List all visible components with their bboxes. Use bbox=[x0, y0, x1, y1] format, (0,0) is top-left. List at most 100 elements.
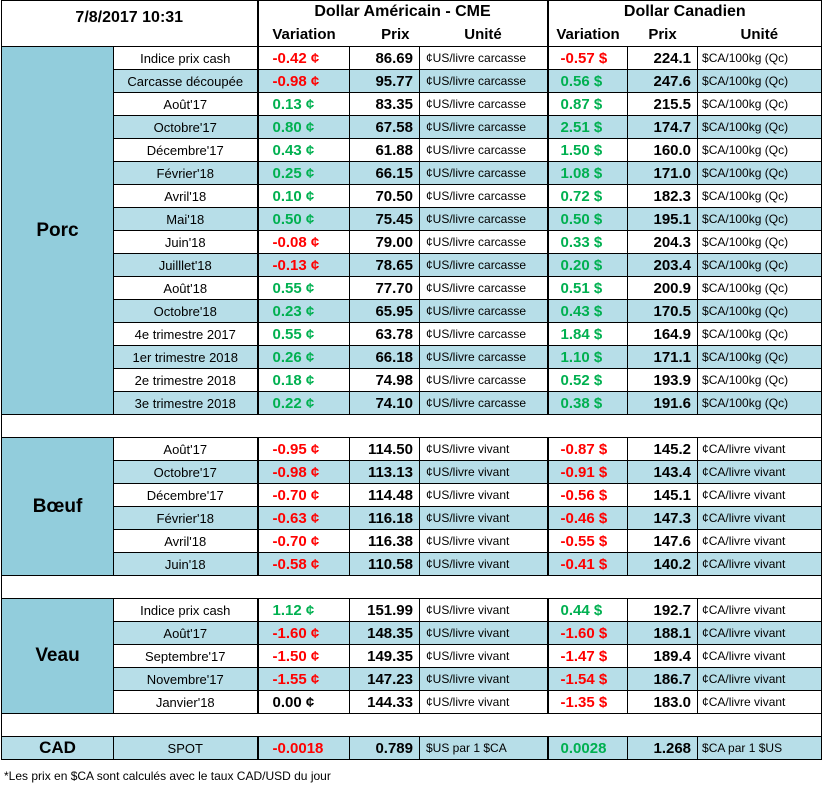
usd-price: 86.69 bbox=[349, 46, 420, 70]
cad-unit: $CA/100kg (Qc) bbox=[697, 69, 822, 93]
usd-variation: 0.25 ¢ bbox=[256, 161, 350, 185]
cad-price: 1.268 bbox=[627, 736, 699, 760]
cad-variation: 0.33 $ bbox=[546, 230, 629, 254]
cad-variation: 0.44 $ bbox=[546, 598, 629, 622]
cad-variation: 0.50 $ bbox=[546, 207, 629, 231]
cad-unit: ¢CA/livre vivant bbox=[697, 644, 822, 668]
cad-unit: ¢CA/livre vivant bbox=[697, 529, 822, 553]
usd-unit: ¢US/livre carcasse bbox=[418, 299, 549, 323]
cad-price: 195.1 bbox=[627, 207, 699, 231]
cad-price: 215.5 bbox=[627, 92, 699, 116]
usd-unit: ¢US/livre carcasse bbox=[418, 230, 549, 254]
cad-unit: ¢CA/livre vivant bbox=[697, 506, 822, 530]
usd-price: 116.38 bbox=[349, 529, 420, 553]
contract-name: Juilllet'18 bbox=[113, 253, 258, 277]
usd-unit: ¢US/livre vivant bbox=[418, 552, 549, 576]
usd-variation: 0.10 ¢ bbox=[256, 184, 350, 208]
contract-name: Août'17 bbox=[113, 92, 258, 116]
usd-price: 66.18 bbox=[349, 345, 420, 369]
cad-price: 171.1 bbox=[627, 345, 699, 369]
usd-variation: -0.98 ¢ bbox=[256, 69, 350, 93]
usd-unit: ¢US/livre carcasse bbox=[418, 115, 549, 139]
cad-unit: ¢CA/livre vivant bbox=[697, 621, 822, 645]
cad-price: 192.7 bbox=[627, 598, 699, 622]
spacer-row bbox=[0, 575, 822, 599]
cad-price: 147.6 bbox=[627, 529, 699, 553]
usd-unit: ¢US/livre carcasse bbox=[418, 207, 549, 231]
cad-unit: ¢CA/livre vivant bbox=[697, 690, 822, 714]
usd-price: 113.13 bbox=[349, 460, 420, 484]
contract-name: Indice prix cash bbox=[113, 598, 258, 622]
usd-unit: ¢US/livre carcasse bbox=[418, 92, 549, 116]
cad-price: 182.3 bbox=[627, 184, 699, 208]
table-row: Octobre'18 0.23 ¢ 65.95 ¢US/livre carcasse 0… bbox=[2, 299, 822, 323]
contract-name: Janvier'18 bbox=[113, 690, 258, 714]
usd-variation: 0.55 ¢ bbox=[256, 276, 350, 300]
contract-name: Décembre'17 bbox=[113, 138, 258, 162]
contract-name: Juin'18 bbox=[113, 230, 258, 254]
usd-variation: 0.23 ¢ bbox=[256, 299, 350, 323]
usd-unit: ¢US/livre carcasse bbox=[418, 345, 549, 369]
usd-unit: ¢US/livre vivant bbox=[418, 644, 549, 668]
cad-unit: $CA/100kg (Qc) bbox=[697, 276, 822, 300]
cad-variation: 0.38 $ bbox=[546, 391, 629, 415]
cad-variation: 0.20 $ bbox=[546, 253, 629, 277]
usd-variation: -0.63 ¢ bbox=[256, 506, 350, 530]
spacer-cell bbox=[0, 414, 822, 438]
usd-unit: ¢US/livre vivant bbox=[418, 621, 549, 645]
usd-variation: -0.58 ¢ bbox=[256, 552, 350, 576]
contract-name: Carcasse découpée bbox=[113, 69, 258, 93]
table-row: Octobre'17 0.80 ¢ 67.58 ¢US/livre carcasse 2… bbox=[2, 115, 822, 139]
usd-variation: -0.70 ¢ bbox=[256, 529, 350, 553]
usd-price: 147.23 bbox=[349, 667, 420, 691]
cad-variation: -0.57 $ bbox=[546, 46, 629, 70]
contract-name: Octobre'18 bbox=[113, 299, 258, 323]
usd-unit: ¢US/livre carcasse bbox=[418, 46, 549, 70]
usd-title: Dollar Américain - CME bbox=[256, 0, 549, 24]
table-row: Décembre'17 0.43 ¢ 61.88 ¢US/livre carcasse… bbox=[2, 138, 822, 162]
cad-spot-row: CAD SPOT -0.0018 0.789 $US par 1 $CA 0.0028 1.… bbox=[1, 736, 822, 760]
header-row-1: 7/8/2017 10:31 Dollar Américain - CME Do… bbox=[1, 0, 822, 47]
usd-price: 66.15 bbox=[349, 161, 420, 185]
cad-variation: -0.41 $ bbox=[546, 552, 629, 576]
usd-price: 74.10 bbox=[349, 391, 420, 415]
table-row: Décembre'17 -0.70 ¢ 114.48 ¢US/livre vivant… bbox=[2, 483, 822, 507]
usd-price: 144.33 bbox=[349, 690, 420, 714]
table-row: Carcasse découpée -0.98 ¢ 95.77 ¢US/livre c… bbox=[2, 69, 822, 93]
spacer-cell bbox=[0, 713, 822, 737]
contract-name: Septembre'17 bbox=[113, 644, 258, 668]
cad-unit: ¢CA/livre vivant bbox=[697, 483, 822, 507]
usd-variation: -0.08 ¢ bbox=[256, 230, 350, 254]
table-row: Novembre'17 -1.55 ¢ 147.23 ¢US/livre vivant… bbox=[2, 667, 822, 691]
usd-variation: 0.18 ¢ bbox=[256, 368, 350, 392]
spacer-row bbox=[0, 414, 822, 438]
table-row: Juilllet'18 -0.13 ¢ 78.65 ¢US/livre carcass… bbox=[2, 253, 822, 277]
table-row: Février'18 -0.63 ¢ 116.18 ¢US/livre vivant -… bbox=[2, 506, 822, 530]
footnote: *Les prix en $CA sont calculés avec le t… bbox=[4, 769, 331, 783]
usd-price: 114.50 bbox=[349, 437, 420, 461]
cad-price: 160.0 bbox=[627, 138, 699, 162]
usd-price: 74.98 bbox=[349, 368, 420, 392]
usd-price: 148.35 bbox=[349, 621, 420, 645]
datetime-label: 7/8/2017 10:31 bbox=[1, 0, 258, 47]
usd-unit: ¢US/livre vivant bbox=[418, 483, 549, 507]
cad-price: 140.2 bbox=[627, 552, 699, 576]
cad-col-prix: Prix bbox=[627, 23, 698, 47]
usd-variation: 0.26 ¢ bbox=[256, 345, 350, 369]
cad-variation: 0.72 $ bbox=[546, 184, 629, 208]
usd-unit: ¢US/livre carcasse bbox=[418, 368, 549, 392]
cad-variation: 0.56 $ bbox=[546, 69, 629, 93]
cad-price: 170.5 bbox=[627, 299, 699, 323]
usd-unit: ¢US/livre carcasse bbox=[418, 253, 549, 277]
contract-name: 3e trimestre 2018 bbox=[113, 391, 258, 415]
table-row: Octobre'17 -0.98 ¢ 113.13 ¢US/livre vivant -… bbox=[2, 460, 822, 484]
contract-name: Juin'18 bbox=[113, 552, 258, 576]
cad-variation: 1.08 $ bbox=[546, 161, 629, 185]
table-row: 1er trimestre 2018 0.26 ¢ 66.18 ¢US/livre c… bbox=[2, 345, 822, 369]
usd-variation: 0.80 ¢ bbox=[256, 115, 350, 139]
contract-name: 1er trimestre 2018 bbox=[113, 345, 258, 369]
table-row: Août'18 0.55 ¢ 77.70 ¢US/livre carcasse 0.51… bbox=[2, 276, 822, 300]
usd-unit: ¢US/livre vivant bbox=[418, 598, 549, 622]
usd-variation: 0.00 ¢ bbox=[256, 690, 350, 714]
